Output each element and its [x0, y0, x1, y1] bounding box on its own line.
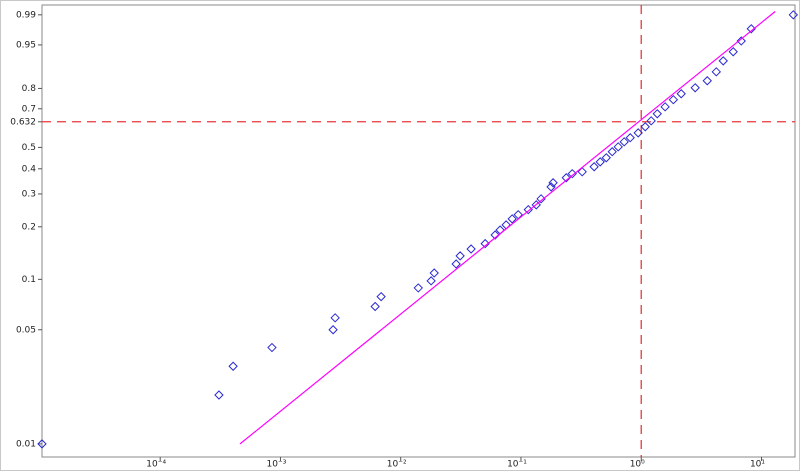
x-tick-label: 10¹	[750, 460, 765, 470]
data-point	[676, 89, 686, 99]
y-tick-label: 0.632	[10, 117, 36, 127]
x-tick-label: 10⁻¹	[507, 460, 527, 470]
data-point	[640, 122, 650, 132]
data-point	[214, 390, 224, 400]
y-tick-label: 0.3	[22, 189, 36, 199]
data-point	[490, 230, 500, 240]
data-point	[633, 128, 643, 138]
y-tick-label: 0.5	[22, 143, 36, 153]
data-point	[746, 24, 756, 34]
data-point	[702, 76, 712, 86]
data-point	[589, 162, 599, 172]
y-tick-label: 0.95	[16, 40, 36, 50]
data-point	[625, 133, 635, 143]
y-tick-label: 0.99	[16, 10, 36, 20]
y-tick-label: 0.1	[22, 275, 36, 285]
y-tick-label: 0.01	[16, 439, 36, 449]
data-point	[328, 325, 338, 335]
data-point	[711, 67, 722, 77]
data-point	[376, 291, 386, 302]
data-point	[37, 439, 47, 449]
data-point	[736, 36, 746, 46]
data-point	[788, 10, 799, 20]
data-point	[466, 244, 476, 254]
data-point	[595, 157, 605, 167]
data-point	[607, 147, 617, 157]
data-point	[451, 259, 461, 269]
data-point	[480, 238, 490, 249]
data-point	[646, 116, 656, 126]
data-point	[728, 47, 738, 57]
x-tick-label: 10⁻⁴	[146, 460, 166, 470]
data-point	[507, 214, 517, 224]
data-point	[619, 137, 629, 147]
data-point	[718, 56, 728, 66]
plot-area	[41, 4, 796, 458]
data-point	[228, 361, 238, 371]
y-tick-label: 0.05	[16, 325, 36, 335]
data-point	[601, 153, 611, 163]
data-point	[536, 194, 546, 204]
data-point	[660, 102, 670, 112]
data-point	[577, 167, 587, 177]
y-tick-label: 0.2	[22, 222, 36, 232]
data-point	[561, 173, 571, 183]
data-point	[413, 283, 423, 293]
data-point	[652, 109, 662, 119]
x-tick-label: 10⁻²	[387, 460, 407, 470]
data-point	[429, 268, 439, 278]
data-point	[330, 313, 340, 323]
data-point	[370, 301, 380, 312]
data-point	[668, 94, 679, 105]
x-tick-label: 10⁰	[630, 460, 645, 470]
x-tick-label: 10⁻³	[267, 460, 287, 470]
y-tick-label: 0.4	[22, 164, 37, 174]
fit-line	[239, 11, 776, 445]
data-point	[567, 168, 577, 179]
y-tick-label: 0.7	[22, 104, 36, 114]
data-point	[531, 200, 541, 210]
y-tick-label: 0.8	[22, 84, 37, 94]
data-point	[455, 251, 465, 261]
data-point	[613, 142, 623, 152]
data-point	[426, 276, 436, 286]
data-point	[267, 342, 277, 353]
data-point	[548, 178, 558, 188]
data-point	[690, 83, 700, 93]
